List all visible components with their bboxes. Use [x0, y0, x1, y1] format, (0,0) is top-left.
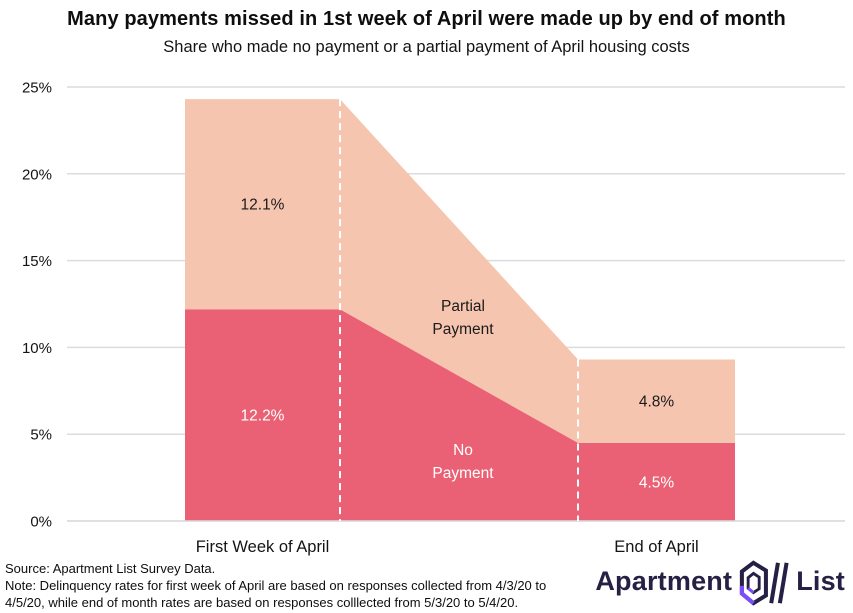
series-label-partial-payment: Payment: [432, 321, 494, 338]
x-tick-label: End of April: [614, 538, 698, 556]
footer-notes: Source: Apartment List Survey Data. Note…: [5, 560, 571, 611]
area-no-payment: [185, 309, 735, 521]
value-label-no-payment: 12.2%: [241, 408, 285, 425]
y-tick-label: 0%: [30, 514, 52, 531]
series-label-partial-payment: Partial: [441, 298, 485, 315]
y-tick-label: 25%: [22, 80, 52, 97]
chart-header: Many payments missed in 1st week of Apri…: [0, 0, 853, 57]
source-text: Source: Apartment List Survey Data.: [5, 560, 216, 576]
logo-word-list: List: [796, 565, 845, 596]
series-label-no-payment: Payment: [432, 465, 494, 482]
y-tick-label: 15%: [22, 253, 52, 270]
y-tick-label: 20%: [22, 166, 52, 183]
chart-title: Many payments missed in 1st week of Apri…: [67, 8, 786, 30]
apartmentlist-logo: Apartment List: [595, 559, 845, 607]
y-tick-label: 5%: [30, 427, 52, 444]
value-label-partial-payment: 4.8%: [639, 394, 675, 411]
apartmentlist-house-icon: [740, 560, 789, 606]
chart-subtitle: Share who made no payment or a partial p…: [163, 38, 690, 56]
x-tick-label: First Week of April: [196, 538, 330, 556]
area-partial-payment: [185, 99, 735, 443]
note-text: Note: Delinquency rates for first week o…: [5, 577, 547, 610]
y-tick-label: 10%: [22, 340, 52, 357]
series-label-no-payment: No: [453, 442, 473, 459]
value-label-no-payment: 4.5%: [639, 474, 675, 491]
logo-word-apartment: Apartment: [595, 565, 733, 596]
value-label-partial-payment: 12.1%: [241, 197, 285, 214]
